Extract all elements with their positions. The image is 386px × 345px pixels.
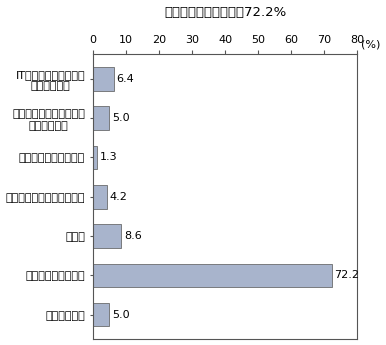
Bar bbox=[93, 67, 114, 91]
Bar bbox=[93, 146, 97, 169]
Text: (%): (%) bbox=[361, 40, 380, 50]
Text: 72.2: 72.2 bbox=[334, 270, 359, 280]
Bar bbox=[93, 185, 107, 208]
Text: 8.6: 8.6 bbox=[124, 231, 142, 241]
Text: 6.4: 6.4 bbox=[117, 74, 134, 84]
Bar bbox=[93, 303, 109, 326]
Bar bbox=[93, 224, 121, 248]
Title: 「何もしていない」が72.2%: 「何もしていない」が72.2% bbox=[164, 6, 286, 19]
Bar bbox=[93, 106, 109, 130]
Text: 4.2: 4.2 bbox=[109, 192, 127, 202]
Text: 1.3: 1.3 bbox=[100, 152, 117, 162]
Text: 5.0: 5.0 bbox=[112, 113, 130, 123]
Text: 5.0: 5.0 bbox=[112, 310, 130, 320]
Bar bbox=[93, 264, 332, 287]
